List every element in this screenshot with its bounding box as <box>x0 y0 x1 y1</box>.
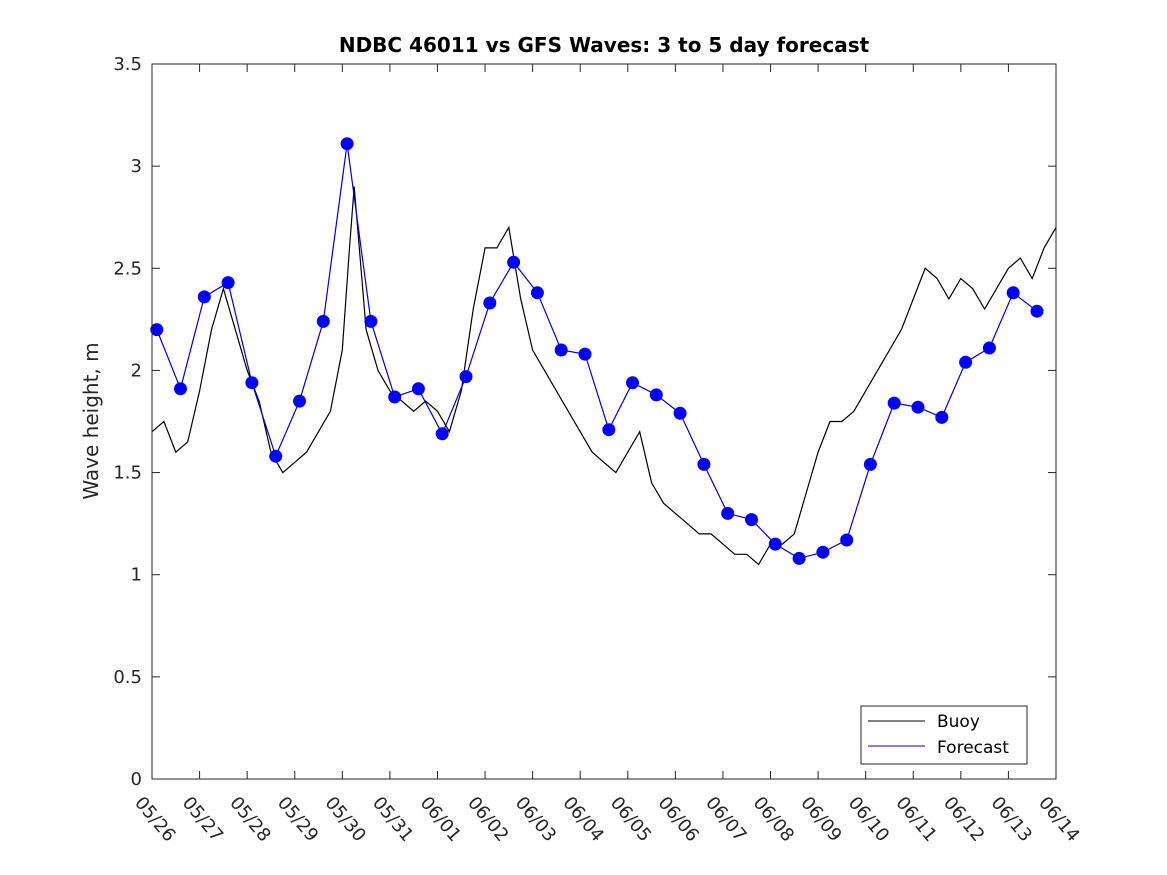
forecast-point <box>697 457 711 471</box>
x-tick-label: 05/27 <box>178 793 227 846</box>
x-tick-label: 06/08 <box>749 793 798 846</box>
forecast-point <box>269 449 283 463</box>
legend: Buoy Forecast <box>860 705 1028 765</box>
forecast-point <box>388 390 402 404</box>
forecast-point <box>982 341 996 355</box>
forecast-point <box>435 427 449 441</box>
plot-frame <box>151 63 1057 780</box>
x-tick-label: 05/30 <box>320 793 369 846</box>
forecast-point <box>340 137 354 151</box>
x-tick-label: 06/04 <box>558 793 607 846</box>
forecast-point <box>316 314 330 328</box>
forecast-point <box>221 276 235 290</box>
legend-label-forecast: Forecast <box>937 738 1009 758</box>
x-tick-label: 06/03 <box>511 793 560 846</box>
forecast-point <box>792 551 806 565</box>
forecast-point <box>816 545 830 559</box>
x-tick-label: 06/13 <box>987 793 1036 846</box>
chart-title: NDBC 46011 vs GFS Waves: 3 to 5 day fore… <box>339 33 870 57</box>
x-tick-label: 05/31 <box>368 793 417 846</box>
forecast-point <box>411 382 425 396</box>
forecast-point <box>721 506 735 520</box>
x-tick-label: 06/01 <box>416 793 465 846</box>
forecast-point <box>626 376 639 390</box>
forecast-point <box>530 286 544 300</box>
y-tick-label: 1 <box>131 565 142 586</box>
forecast-point <box>197 290 211 304</box>
legend-label-buoy: Buoy <box>937 712 980 732</box>
forecast-point <box>649 388 663 402</box>
forecast-point <box>935 410 949 424</box>
y-tick-label: 0 <box>131 769 142 790</box>
forecast-point <box>959 355 973 369</box>
forecast-point <box>863 457 877 471</box>
x-tick-label: 06/11 <box>891 793 940 846</box>
forecast-point <box>174 382 187 396</box>
forecast-point <box>887 396 901 410</box>
x-tick-label: 06/02 <box>463 793 512 846</box>
x-tick-label: 06/05 <box>606 793 655 846</box>
forecast-point <box>245 376 259 390</box>
series-line-buoy <box>151 186 1057 566</box>
forecast-point <box>745 513 758 527</box>
forecast-point <box>554 343 568 357</box>
forecast-point <box>364 314 378 328</box>
x-tick-label: 05/29 <box>273 793 322 846</box>
y-tick-label: 3.5 <box>113 54 142 75</box>
forecast-point <box>1030 304 1044 318</box>
series-line-forecast <box>156 143 1038 560</box>
x-tick-label: 06/09 <box>796 793 845 846</box>
forecast-point <box>768 537 782 551</box>
forecast-point <box>293 394 306 408</box>
y-axis-label: Wave height, m <box>79 342 103 499</box>
forecast-point <box>602 423 616 437</box>
x-tick-label: 05/28 <box>225 793 274 846</box>
y-tick-label: 3 <box>131 156 142 177</box>
x-tick-label: 06/06 <box>654 793 703 846</box>
plot-area <box>150 137 1057 566</box>
x-tick-label: 06/10 <box>844 793 893 846</box>
y-tick-label: 2.5 <box>113 258 142 279</box>
x-tick-label: 05/26 <box>130 793 179 846</box>
forecast-point <box>578 347 592 361</box>
forecast-point <box>483 296 497 310</box>
y-axis: 0 0.5 1 1.5 2 2.5 3 3.5 <box>113 54 1056 790</box>
x-tick-label: 06/12 <box>939 793 988 846</box>
legend-box <box>860 705 1028 765</box>
forecast-point <box>507 255 521 269</box>
forecast-point <box>911 400 925 414</box>
y-tick-label: 1.5 <box>113 463 142 484</box>
forecast-point <box>1006 286 1020 300</box>
y-tick-label: 2 <box>131 360 142 381</box>
y-tick-label: 0.5 <box>113 667 142 688</box>
forecast-point <box>459 370 473 384</box>
forecast-point <box>673 406 687 420</box>
forecast-point <box>840 533 854 547</box>
x-tick-label: 06/07 <box>701 793 750 846</box>
x-tick-label: 06/14 <box>1034 793 1083 846</box>
forecast-point <box>150 323 164 337</box>
